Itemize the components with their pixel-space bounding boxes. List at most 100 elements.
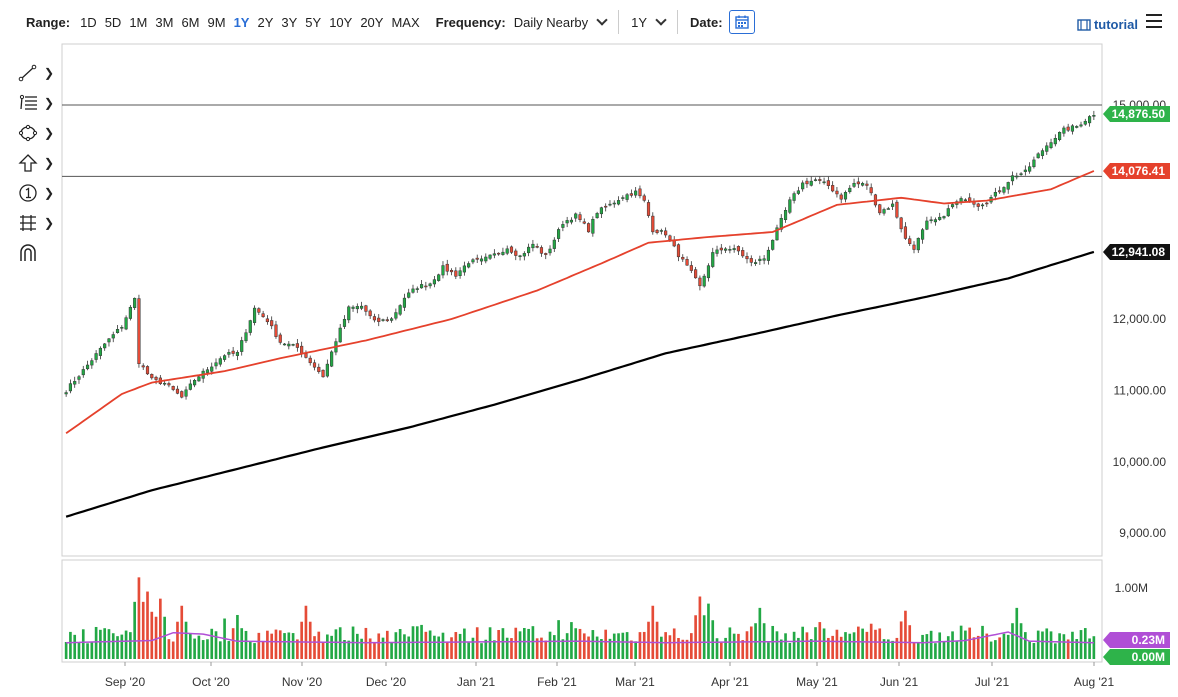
candle-body [591, 218, 595, 234]
magnet-tool-button[interactable] [18, 238, 58, 268]
x-axis-label: Feb '21 [537, 675, 577, 689]
volume-bar [133, 601, 136, 659]
hamburger-menu-icon[interactable] [1146, 14, 1162, 32]
arrow-tool-button[interactable]: ❯ [18, 148, 58, 178]
candle-body [616, 200, 621, 205]
ma200-badge-bg [1103, 244, 1170, 260]
line-tool-button[interactable]: ❯ [18, 58, 58, 88]
volume-bar [1083, 628, 1087, 659]
range-2y[interactable]: 2Y [257, 14, 274, 30]
volume-bar [377, 633, 381, 659]
range-5y[interactable]: 5Y [305, 14, 322, 30]
arrow-up-tool-icon [18, 154, 38, 172]
volume-bar [634, 641, 637, 659]
candle-body [282, 343, 287, 346]
candle-body [1002, 187, 1006, 193]
candle-body [822, 181, 826, 184]
volume-bar [565, 633, 569, 659]
volume-bar [441, 632, 445, 659]
range-3m[interactable]: 3M [155, 14, 174, 30]
candle-body [771, 239, 775, 250]
last-price-badge-bg [1103, 106, 1170, 122]
volume-bar [582, 633, 586, 659]
candle-body [304, 353, 308, 358]
volume-bar [488, 627, 492, 659]
candle-body [270, 320, 274, 327]
volume-bar [745, 631, 749, 659]
candle-body [1087, 116, 1092, 124]
shape-tool-button[interactable]: ❯ [18, 118, 58, 148]
volume-bar [886, 639, 890, 659]
candle-body [85, 364, 90, 370]
candle-body [552, 239, 556, 249]
candle-body [150, 374, 154, 379]
candle-body [193, 379, 197, 386]
volume-bar [231, 628, 235, 659]
volume-bar [300, 621, 303, 659]
volume-bar [210, 628, 214, 659]
volume-bar [248, 641, 252, 659]
volume-bar [497, 629, 500, 659]
volume-bar [124, 630, 128, 659]
volume-bar [510, 638, 513, 659]
candle-body [488, 254, 492, 259]
volume-bar [938, 632, 942, 659]
candle-body [612, 202, 616, 205]
measure-tool-icon [20, 215, 36, 231]
volume-bar [308, 621, 312, 659]
candle-body [120, 327, 124, 329]
range-9m[interactable]: 9M [207, 14, 226, 30]
number-marker-tool-button[interactable]: ❯ [18, 178, 58, 208]
candle-body [728, 249, 732, 251]
candle-body [758, 258, 762, 261]
volume-bar [779, 639, 783, 659]
range-10y[interactable]: 10Y [329, 14, 353, 30]
candle-body [527, 246, 531, 254]
date-picker-button[interactable] [728, 10, 755, 34]
volume-bar [326, 634, 329, 659]
volume-bar [899, 621, 903, 659]
period-select[interactable]: 1Y [631, 14, 667, 30]
candle-body [330, 351, 334, 367]
range-3y[interactable]: 3Y [281, 14, 298, 30]
range-6m[interactable]: 6M [181, 14, 200, 30]
volume-bar [681, 639, 685, 659]
frequency-select[interactable]: Daily Nearby [514, 14, 608, 30]
x-axis-label: Jun '21 [880, 675, 919, 689]
candle-body [724, 248, 728, 251]
volume-bar [1062, 634, 1066, 659]
range-1d[interactable]: 1D [80, 14, 97, 30]
candle-body [561, 224, 565, 228]
volume-bar [171, 641, 175, 659]
volume-bar [668, 635, 672, 659]
candle-body [445, 263, 449, 272]
candle-body [415, 288, 419, 290]
range-1y[interactable]: 1Y [233, 14, 250, 30]
tutorial-link[interactable]: tutorial [1077, 17, 1138, 32]
volume-bar [356, 633, 359, 659]
volume-bar [73, 634, 77, 659]
range-max[interactable]: MAX [391, 14, 420, 30]
volume-bar [771, 625, 775, 659]
volume-bar [445, 641, 449, 659]
candle-body [274, 324, 278, 337]
range-1m[interactable]: 1M [129, 14, 148, 30]
volume-bar [373, 642, 376, 659]
open-interest-badge-bg [1103, 649, 1170, 665]
volume-bar [732, 633, 736, 659]
candle-body [818, 179, 822, 181]
candle-body [788, 199, 792, 213]
candle-body [167, 383, 171, 386]
fib-tool-button[interactable]: ❯ [18, 88, 58, 118]
candle-body [522, 253, 526, 257]
volume-bar [767, 642, 770, 659]
range-20y[interactable]: 20Y [360, 14, 384, 30]
volume-bar [150, 611, 154, 659]
candle-body [565, 220, 569, 224]
candle-body [257, 308, 261, 313]
chevron-right-icon: ❯ [44, 126, 55, 140]
range-5d[interactable]: 5D [104, 14, 122, 30]
measure-tool-button[interactable]: ❯ [18, 208, 58, 238]
candle-body [895, 201, 899, 218]
